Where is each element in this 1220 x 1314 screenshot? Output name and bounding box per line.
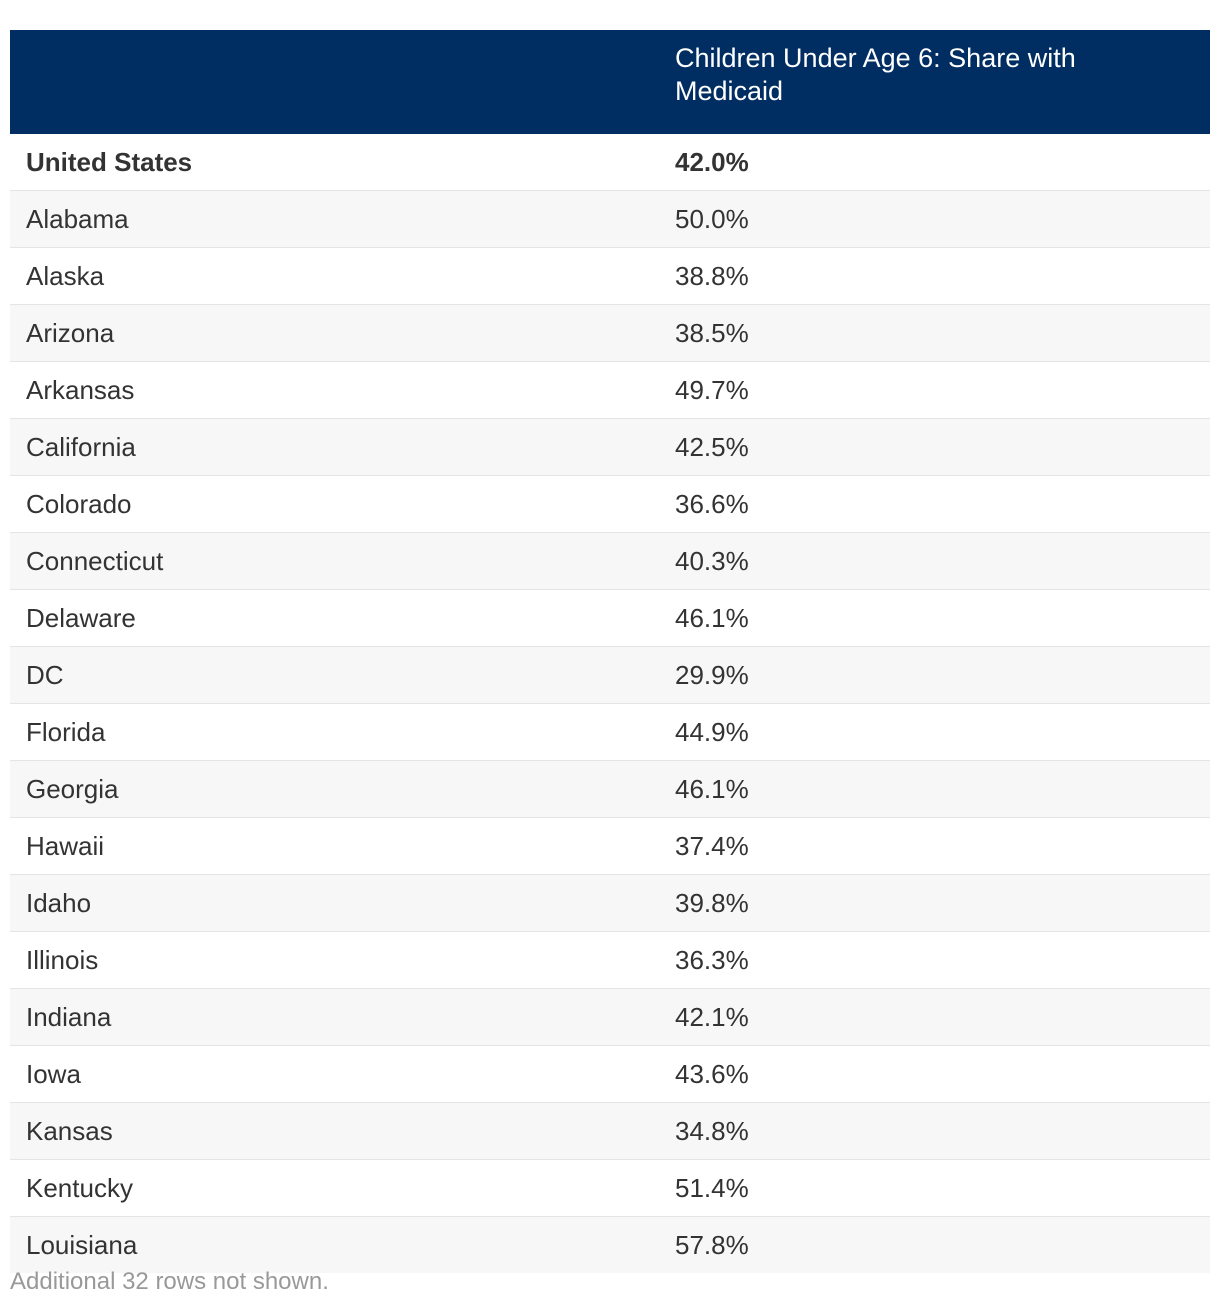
share-value-cell: 37.4%: [659, 817, 1210, 875]
table-row: Louisiana 57.8%: [10, 1216, 1210, 1273]
location-cell: Delaware: [10, 589, 659, 647]
rows-not-shown-note: Additional 32 rows not shown.: [10, 1268, 329, 1295]
table-row: California 42.5%: [10, 418, 1210, 476]
table-row: Kansas 34.8%: [10, 1102, 1210, 1160]
location-column-header: [10, 30, 659, 134]
location-cell: Colorado: [10, 475, 659, 533]
share-value-cell: 29.9%: [659, 646, 1210, 704]
location-cell: Florida: [10, 703, 659, 761]
share-value-cell: 43.6%: [659, 1045, 1210, 1103]
table-row: Indiana 42.1%: [10, 988, 1210, 1046]
location-cell: Indiana: [10, 988, 659, 1046]
location-cell: Arkansas: [10, 361, 659, 419]
share-value-cell: 42.5%: [659, 418, 1210, 476]
medicaid-share-table: Children Under Age 6: Share with Medicai…: [10, 30, 1210, 1273]
table-row: Kentucky 51.4%: [10, 1159, 1210, 1217]
share-value-cell: 39.8%: [659, 874, 1210, 932]
table-row: Delaware 46.1%: [10, 589, 1210, 647]
table-row: Iowa 43.6%: [10, 1045, 1210, 1103]
location-cell: United States: [10, 134, 659, 191]
share-value-cell: 46.1%: [659, 760, 1210, 818]
location-cell: Kansas: [10, 1102, 659, 1160]
location-cell: DC: [10, 646, 659, 704]
share-value-cell: 38.8%: [659, 247, 1210, 305]
share-value-cell: 42.1%: [659, 988, 1210, 1046]
location-cell: Hawaii: [10, 817, 659, 875]
share-value-cell: 51.4%: [659, 1159, 1210, 1217]
location-cell: Kentucky: [10, 1159, 659, 1217]
location-cell: California: [10, 418, 659, 476]
share-value-cell: 36.3%: [659, 931, 1210, 989]
location-cell: Alabama: [10, 190, 659, 248]
table-row: Idaho 39.8%: [10, 874, 1210, 932]
location-cell: Arizona: [10, 304, 659, 362]
share-value-cell: 57.8%: [659, 1216, 1210, 1273]
table-row: Arkansas 49.7%: [10, 361, 1210, 419]
table-row: Florida 44.9%: [10, 703, 1210, 761]
share-column-header: Children Under Age 6: Share with Medicai…: [659, 30, 1210, 134]
share-value-cell: 46.1%: [659, 589, 1210, 647]
table-row: Arizona 38.5%: [10, 304, 1210, 362]
share-value-cell: 44.9%: [659, 703, 1210, 761]
table-body: United States 42.0% Alabama 50.0% Alaska 38.8…: [10, 134, 1210, 1273]
share-value-cell: 49.7%: [659, 361, 1210, 419]
table-header: Children Under Age 6: Share with Medicai…: [10, 30, 1210, 134]
location-cell: Louisiana: [10, 1216, 659, 1273]
table-row: DC 29.9%: [10, 646, 1210, 704]
header-row: Children Under Age 6: Share with Medicai…: [10, 30, 1210, 134]
table-row: Alaska 38.8%: [10, 247, 1210, 305]
table-row: Hawaii 37.4%: [10, 817, 1210, 875]
table-row: Georgia 46.1%: [10, 760, 1210, 818]
location-cell: Illinois: [10, 931, 659, 989]
location-cell: Connecticut: [10, 532, 659, 590]
share-value-cell: 50.0%: [659, 190, 1210, 248]
share-value-cell: 38.5%: [659, 304, 1210, 362]
share-value-cell: 34.8%: [659, 1102, 1210, 1160]
table-row: Alabama 50.0%: [10, 190, 1210, 248]
table-row: United States 42.0%: [10, 134, 1210, 191]
location-cell: Alaska: [10, 247, 659, 305]
share-value-cell: 40.3%: [659, 532, 1210, 590]
location-cell: Georgia: [10, 760, 659, 818]
share-value-cell: 36.6%: [659, 475, 1210, 533]
table-row: Illinois 36.3%: [10, 931, 1210, 989]
data-table-container: Children Under Age 6: Share with Medicai…: [10, 30, 1210, 1273]
table-row: Connecticut 40.3%: [10, 532, 1210, 590]
table-row: Colorado 36.6%: [10, 475, 1210, 533]
share-value-cell: 42.0%: [659, 134, 1210, 191]
location-cell: Idaho: [10, 874, 659, 932]
location-cell: Iowa: [10, 1045, 659, 1103]
